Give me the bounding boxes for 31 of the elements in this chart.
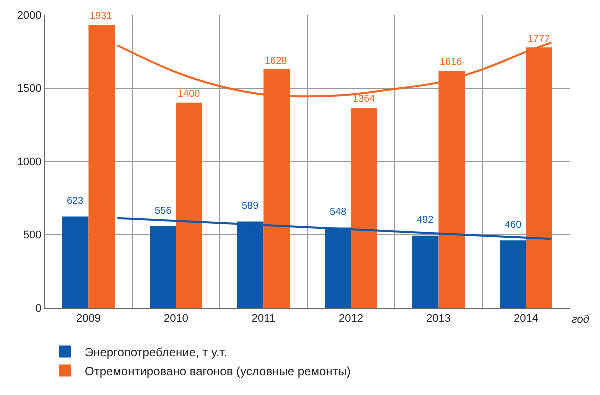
- legend-label: Отремонтировано вагонов (условные ремонты): [85, 364, 351, 378]
- x-tick-label: 2013: [426, 313, 451, 326]
- y-tick-label: 1500: [17, 83, 42, 96]
- x-tick-label: 2011: [252, 313, 276, 326]
- x-tick-label: 2009: [76, 313, 101, 326]
- data-label: 623: [67, 196, 84, 207]
- x-axis-title: год: [572, 314, 590, 326]
- x-tick-label: 2012: [339, 313, 364, 326]
- bar: [176, 102, 202, 308]
- data-label: 492: [417, 215, 434, 226]
- y-tick-label: 500: [23, 230, 42, 242]
- legend-label: Энергопотребление, т у.т.: [85, 345, 228, 360]
- y-tick-label: 1000: [17, 156, 42, 168]
- y-tick-label: 2000: [17, 10, 42, 22]
- bar: [150, 226, 176, 308]
- data-label: 548: [330, 207, 348, 218]
- data-label: 1777: [528, 34, 551, 45]
- x-tick-label: 2010: [164, 313, 188, 326]
- bar: [62, 216, 89, 308]
- data-label: 1400: [178, 89, 201, 100]
- bar: [351, 108, 378, 308]
- data-label: 589: [242, 201, 260, 212]
- x-tick-label: 2014: [514, 313, 538, 326]
- data-label: 556: [155, 206, 172, 217]
- data-label: 1364: [353, 94, 376, 105]
- data-label: 460: [505, 220, 522, 231]
- y-tick-label: 0: [36, 302, 42, 315]
- bar: [88, 25, 115, 308]
- data-label: 1931: [90, 11, 113, 22]
- data-label: 1628: [265, 56, 288, 67]
- data-label: 1616: [440, 57, 463, 68]
